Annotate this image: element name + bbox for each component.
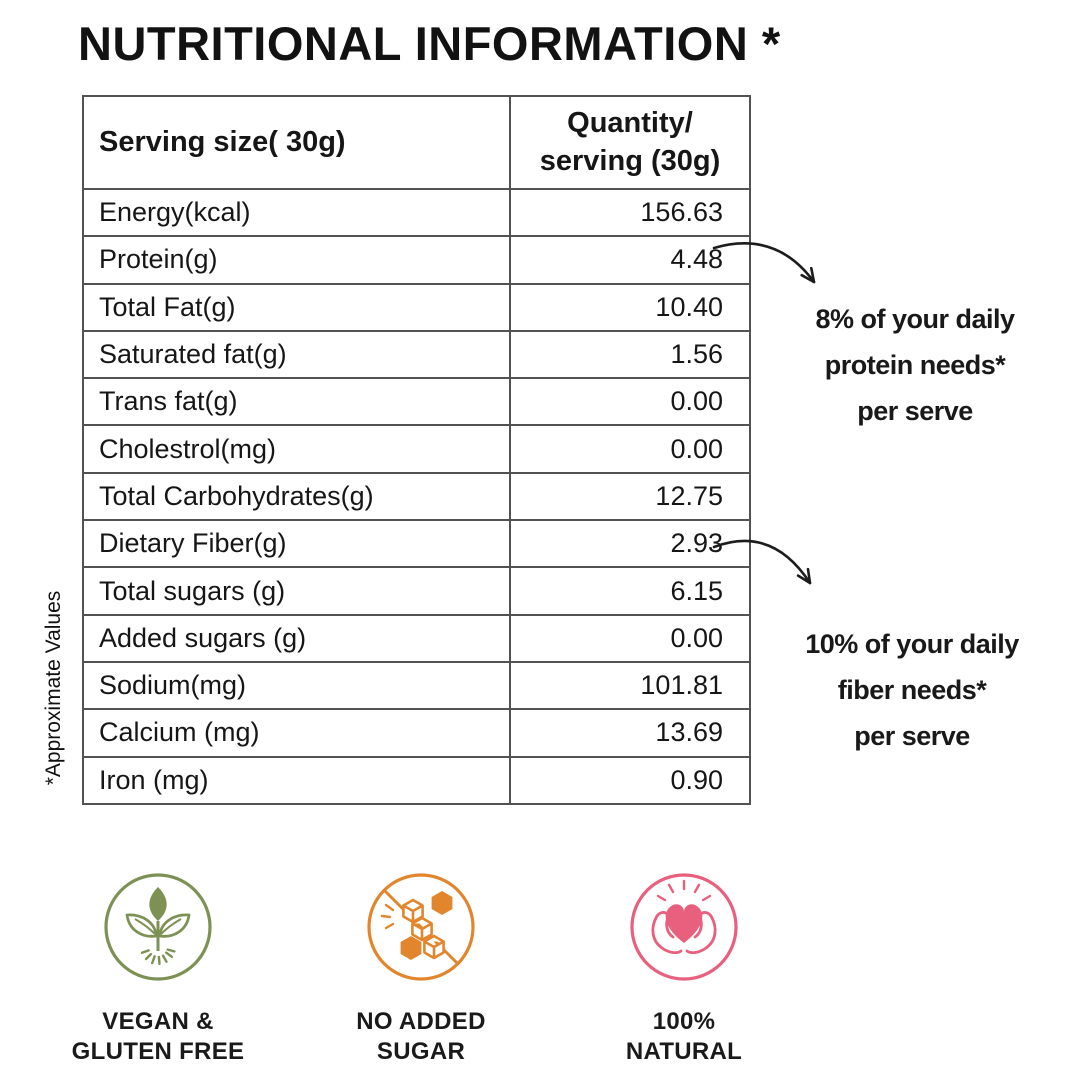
nutrient-value: 4.48 <box>509 235 751 285</box>
protein-arrow-icon <box>712 242 816 284</box>
table-row: Dietary Fiber(g) 2.93 <box>82 519 751 569</box>
table-row: Energy(kcal) 156.63 <box>82 187 751 238</box>
table-row: Saturated fat(g) 1.56 <box>82 329 751 380</box>
nutrient-label: Cholestrol(mg) <box>82 424 511 474</box>
nutrient-label: Protein(g) <box>82 235 511 285</box>
heart-in-hands-icon <box>630 873 738 981</box>
nutrient-value: 12.75 <box>509 471 751 522</box>
nutrient-value: 0.00 <box>509 377 751 427</box>
nutrient-value: 101.81 <box>509 660 751 711</box>
annotation-line: protein needs* <box>824 350 1006 380</box>
nutrient-value: 10.40 <box>509 282 751 332</box>
header-serving-size: Serving size( 30g) <box>82 95 511 190</box>
table-row: Cholestrol(mg) 0.00 <box>82 424 751 474</box>
nutrient-label: Iron (mg) <box>82 755 511 806</box>
nutrient-label: Total Carbohydrates(g) <box>82 471 511 522</box>
fiber-arrow-icon <box>712 539 812 585</box>
annotation-line: per serve <box>857 396 973 426</box>
natural-badge: 100% NATURAL <box>592 871 776 1067</box>
nutrient-value: 0.00 <box>509 613 751 663</box>
badge-label-line: VEGAN & <box>102 1008 214 1035</box>
nutrient-label: Energy(kcal) <box>82 187 511 238</box>
table-row: Sodium(mg) 101.81 <box>82 660 751 711</box>
no-added-sugar-badge: NO ADDED SUGAR <box>329 871 513 1067</box>
nutrient-value: 156.63 <box>509 187 751 238</box>
plant-sprout-icon <box>104 873 212 981</box>
vegan-gluten-free-badge: VEGAN & GLUTEN FREE <box>66 871 250 1067</box>
badge-label-line: NATURAL <box>625 1038 743 1065</box>
nutrient-value: 1.56 <box>509 329 751 380</box>
table-row: Total Fat(g) 10.40 <box>82 282 751 332</box>
badge-label-line: 100% <box>652 1008 716 1035</box>
table-header-row: Serving size( 30g) Quantity/ serving (30… <box>82 95 751 190</box>
table-row: Added sugars (g) 0.00 <box>82 613 751 663</box>
badge-label: NO ADDED SUGAR <box>356 1007 486 1067</box>
annotation-line: fiber needs* <box>837 675 987 705</box>
annotation-line: per serve <box>854 721 970 751</box>
protein-annotation: 8% of your daily protein needs* per serv… <box>773 296 1057 434</box>
nutrient-value: 0.90 <box>509 755 751 806</box>
nutrition-table: Serving size( 30g) Quantity/ serving (30… <box>82 95 751 806</box>
badge-label: 100% NATURAL <box>626 1007 742 1067</box>
nutrient-value: 2.93 <box>509 519 751 569</box>
nutrient-value: 13.69 <box>509 708 751 758</box>
table-row: Iron (mg) 0.90 <box>82 755 751 806</box>
badge-label-line: NO ADDED <box>356 1008 486 1035</box>
nutrient-label: Total Fat(g) <box>82 282 511 332</box>
nutrient-label: Saturated fat(g) <box>82 329 511 380</box>
table-row: Calcium (mg) 13.69 <box>82 708 751 758</box>
header-quantity-line1: Quantity/ <box>567 107 693 140</box>
page-title: NUTRITIONAL INFORMATION * <box>78 17 781 70</box>
nutrient-value: 0.00 <box>509 424 751 474</box>
nutrient-label: Dietary Fiber(g) <box>82 519 511 569</box>
badge-label-line: SUGAR <box>376 1038 466 1065</box>
header-quantity-line2: serving (30g) <box>539 144 721 177</box>
header-quantity: Quantity/ serving (30g) <box>509 95 751 190</box>
annotation-line: 10% of your daily <box>805 629 1019 659</box>
table-row: Protein(g) 4.48 <box>82 235 751 285</box>
no-added-sugar-icon <box>367 873 475 981</box>
table-row: Trans fat(g) 0.00 <box>82 377 751 427</box>
table-row: Total Carbohydrates(g) 12.75 <box>82 471 751 522</box>
nutrient-label: Total sugars (g) <box>82 566 511 616</box>
nutrient-label: Calcium (mg) <box>82 708 511 758</box>
annotation-line: 8% of your daily <box>815 304 1015 334</box>
fiber-annotation: 10% of your daily fiber needs* per serve <box>770 621 1054 759</box>
nutrient-label: Added sugars (g) <box>82 613 511 663</box>
table-row: Total sugars (g) 6.15 <box>82 566 751 616</box>
badge-label: VEGAN & GLUTEN FREE <box>72 1007 245 1067</box>
badge-label-line: GLUTEN FREE <box>71 1038 245 1065</box>
nutrient-label: Trans fat(g) <box>82 377 511 427</box>
nutrient-value: 6.15 <box>509 566 751 616</box>
approximate-values-note: *Approximate Values <box>42 590 65 786</box>
nutrient-label: Sodium(mg) <box>82 660 511 711</box>
